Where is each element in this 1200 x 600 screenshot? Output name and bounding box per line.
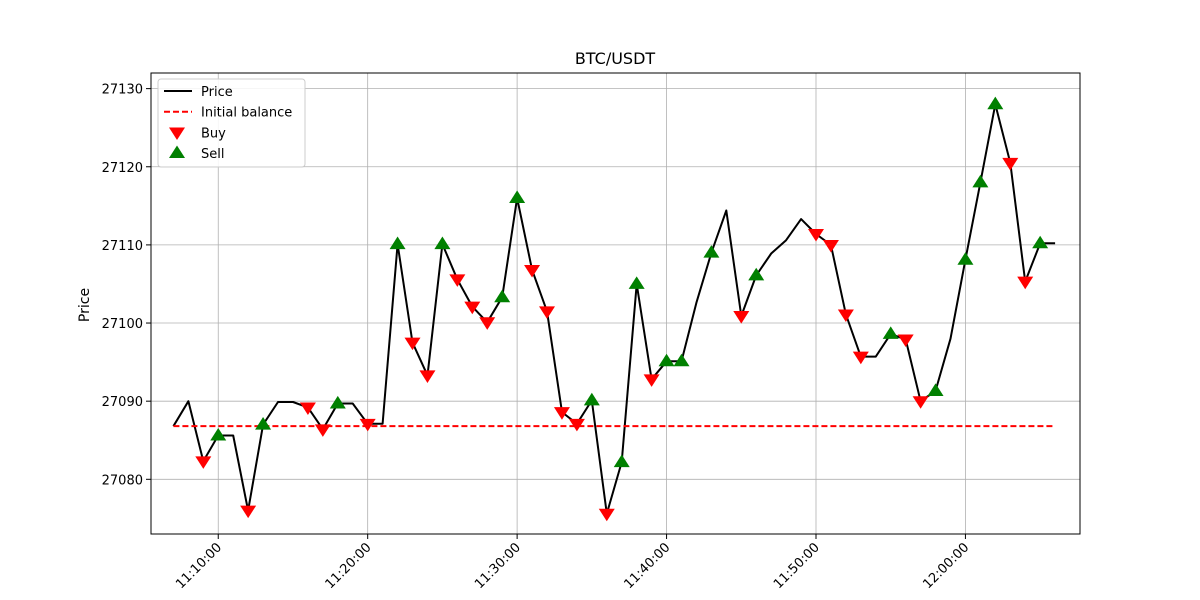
sell-marker (583, 392, 600, 406)
y-tick-label: 27080 (102, 473, 143, 488)
buy-marker (837, 309, 854, 323)
legend-label: Buy (201, 126, 226, 141)
buy-marker (733, 311, 750, 324)
buy-marker (419, 370, 436, 383)
sell-marker (658, 353, 675, 367)
buy-marker (897, 334, 914, 348)
legend-label: Sell (201, 147, 224, 162)
buy-marker (240, 505, 257, 519)
sell-marker (703, 245, 720, 258)
buy-marker (852, 351, 869, 365)
buy-marker (524, 264, 541, 278)
sell-marker (972, 174, 989, 188)
sell-marker (957, 252, 974, 265)
grid-lines (151, 73, 1080, 534)
sell-marker (1032, 235, 1049, 249)
buy-marker (464, 301, 481, 315)
buy-marker (598, 508, 615, 522)
plot-data (172, 96, 1056, 522)
legend-label: Initial balance (201, 106, 292, 121)
buy-marker (807, 228, 824, 242)
y-tick-label: 27110 (102, 239, 143, 254)
plot-frame (150, 72, 1081, 535)
sell-marker (255, 417, 272, 430)
sell-marker (882, 326, 899, 339)
sell-marker (927, 383, 944, 396)
buy-marker (314, 424, 331, 437)
legend-box (157, 78, 306, 168)
sell-marker (494, 289, 511, 303)
buy-marker (912, 396, 929, 409)
y-tick-label: 27090 (102, 395, 143, 410)
sell-marker (748, 267, 765, 281)
sell-marker (673, 353, 690, 367)
buy-marker (449, 274, 466, 287)
sell-marker (613, 454, 630, 468)
y-tick-label: 27100 (102, 317, 143, 332)
sell-marker (628, 276, 645, 289)
legend-sell-swatch (169, 145, 185, 159)
buy-marker (1017, 276, 1034, 290)
buy-marker (553, 407, 570, 420)
buy-marker (479, 317, 496, 330)
sell-marker (434, 236, 451, 250)
legend-label: Price (201, 85, 233, 100)
buy-marker (404, 337, 421, 351)
buy-marker (299, 402, 316, 416)
legend-buy-swatch (169, 127, 185, 140)
buy-marker (1002, 157, 1019, 171)
buy-marker (568, 418, 585, 432)
buy-marker (822, 239, 839, 253)
sell-marker (329, 395, 346, 409)
y-axis-label: Price (77, 288, 93, 322)
buy-marker (539, 306, 556, 319)
sell-marker (210, 427, 227, 441)
chart-title: BTC/USDT (575, 49, 656, 68)
buy-marker (195, 456, 212, 469)
sell-marker (509, 190, 526, 203)
y-tick-label: 27130 (102, 83, 143, 98)
y-tick-label: 27120 (102, 161, 143, 176)
sell-marker (389, 236, 406, 250)
legend: Price Initial balance Buy Sell (157, 78, 306, 168)
sell-marker (987, 96, 1004, 110)
buy-marker (359, 418, 376, 432)
buy-marker (643, 374, 660, 387)
